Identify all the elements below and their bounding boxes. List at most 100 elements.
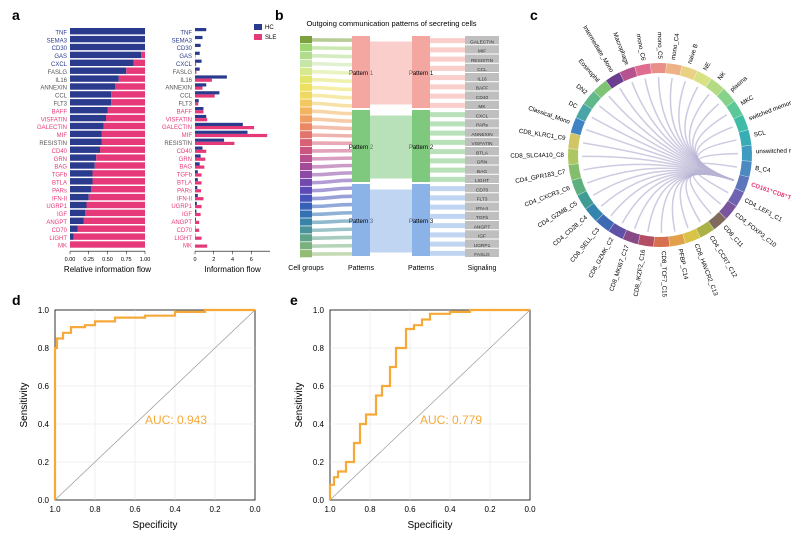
signal-label: GALECTIN (470, 39, 495, 45)
cell-group-box (300, 210, 312, 217)
bar-sle (102, 131, 146, 137)
gene-label: CD70 (52, 228, 68, 234)
gene-label: CCL (55, 94, 68, 100)
gene-label: CXCL (176, 62, 193, 68)
bar-hc (70, 28, 145, 34)
cell-group-box (300, 107, 312, 114)
chord-label: MKC (740, 94, 756, 107)
cell-group-box (300, 52, 312, 59)
gene-label: GRN (54, 157, 67, 163)
gene-label: MK (58, 244, 67, 250)
gene-label: VISFATIN (166, 117, 192, 123)
gene-label: GALECTIN (162, 125, 192, 131)
ribbon (312, 173, 352, 175)
cell-group-box (300, 171, 312, 178)
bar-hc (70, 139, 102, 145)
tick-label: 1.0 (324, 505, 336, 514)
bar-hc (195, 99, 199, 102)
bar-hc (195, 131, 248, 134)
gene-label: TNF (55, 30, 67, 36)
chord-label: PFBP_C14 (676, 248, 689, 280)
bar-sle (74, 233, 145, 239)
bar-hc (195, 154, 201, 157)
tick-label: 4 (231, 257, 234, 263)
bar-sle (78, 226, 146, 232)
cell-group-box (300, 60, 312, 67)
gene-label: LIGHT (49, 236, 67, 242)
chord-label: CD8_TCF7_C15 (660, 251, 668, 298)
figure: abcdeTNFSEMA3CD30GASCXCLFASLGIL16ANNEXIN… (0, 0, 791, 538)
axis-label: Information flow (204, 265, 261, 274)
gene-label: FLT3 (178, 102, 192, 108)
bar-sle (115, 83, 145, 89)
bar-hc (195, 107, 203, 110)
cell-group-box (300, 179, 312, 186)
gene-label: MIF (57, 133, 68, 139)
bar-hc (70, 115, 106, 121)
gene-label: CXCL (51, 62, 68, 68)
tick-label: 0.6 (38, 382, 50, 391)
bar-sle (195, 245, 207, 248)
tick-label: 0.8 (313, 344, 325, 353)
bar-hc (70, 60, 134, 66)
chord-label: Classical_Mono (527, 105, 571, 126)
col-label: Patterns (408, 265, 435, 272)
tick-label: 0.4 (313, 420, 325, 429)
tick-label: 0.2 (38, 458, 50, 467)
ribbon (312, 166, 352, 167)
ribbon (312, 119, 352, 121)
axis-label: Relative information flow (64, 265, 151, 274)
tick-label: 0.4 (169, 505, 181, 514)
bar-sle (195, 205, 202, 208)
bar-hc (195, 75, 227, 78)
gene-label: BAFF (177, 109, 193, 115)
cell-group-box (300, 92, 312, 99)
bar-hc (70, 131, 102, 137)
signal-label: UGRP1 (474, 243, 491, 249)
gene-label: PARs (177, 188, 192, 194)
ribbon (312, 80, 352, 82)
bar-hc (70, 83, 115, 89)
cell-group-box (300, 44, 312, 51)
tick-label: 2 (212, 257, 215, 263)
tick-label: 6 (250, 257, 253, 263)
panel-b-label: b (275, 7, 284, 23)
ribbon (312, 213, 352, 215)
chord-label: NE (702, 61, 712, 72)
tick-label: 0.75 (121, 257, 132, 263)
gene-label: SEMA3 (172, 38, 193, 44)
bar-sle (87, 202, 146, 208)
chord-arc (654, 237, 670, 247)
gene-label: VISFATIN (41, 117, 67, 123)
bar-sle (195, 102, 198, 105)
signal-label: LIGHT (475, 178, 489, 184)
gene-label: ANNEXIN (165, 86, 192, 92)
signal-label: CXCL (476, 113, 489, 119)
ribbon (312, 103, 352, 105)
bar-hc (195, 83, 206, 86)
bar-sle (195, 158, 205, 161)
bar-sle (95, 162, 145, 168)
bar-sle (195, 166, 204, 169)
bar-sle (93, 170, 146, 176)
chord-arc (635, 64, 651, 77)
tick-label: 0.0 (249, 505, 261, 514)
ribbon (312, 188, 352, 190)
cell-group-box (300, 163, 312, 170)
gene-label: ANGPT (46, 220, 67, 226)
gene-label: PARs (52, 188, 67, 194)
bar-sle (195, 229, 199, 232)
bar-sle (195, 63, 196, 66)
bar-hc (195, 44, 201, 47)
chord-label: Macrophage (611, 32, 630, 67)
gene-label: IGF (182, 212, 192, 218)
tick-label: 1.0 (49, 505, 61, 514)
gene-label: IGF (57, 212, 67, 218)
bar-sle (111, 91, 145, 97)
bar-hc (70, 226, 78, 232)
gene-label: CCL (180, 94, 193, 100)
ribbon (312, 56, 352, 57)
gene-label: ANNEXIN (40, 86, 67, 92)
gene-label: BAG (54, 165, 67, 171)
bar-sle (195, 110, 203, 113)
